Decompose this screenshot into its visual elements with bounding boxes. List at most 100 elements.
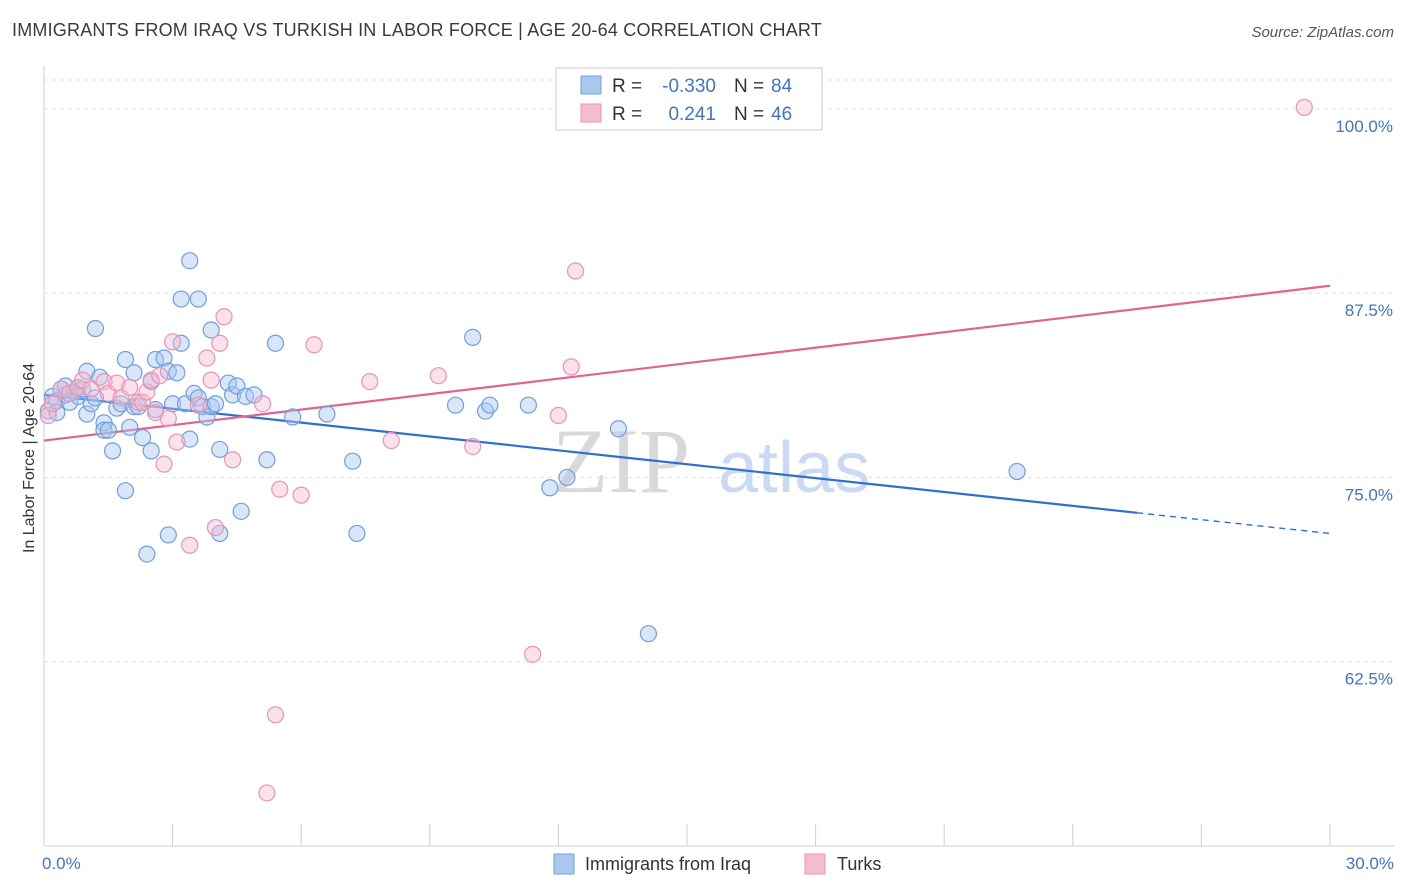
trend-line-turks — [43, 284, 1331, 442]
point-turks — [52, 380, 70, 398]
point-iraq — [155, 349, 173, 367]
point-iraq — [639, 625, 658, 643]
point-turks — [266, 706, 285, 724]
point-iraq — [481, 396, 499, 414]
y-tick-label: 75.0% — [1345, 485, 1393, 504]
point-iraq — [464, 328, 482, 346]
y-tick-label: 87.5% — [1345, 301, 1393, 320]
point-turks — [292, 486, 310, 504]
point-iraq — [181, 252, 199, 270]
point-iraq — [61, 393, 79, 411]
point-turks — [361, 373, 379, 391]
point-iraq — [172, 334, 190, 352]
legend-box: R = -0.330 N = 84 R = 0.241 N = 46 — [555, 67, 823, 131]
trend-layer — [43, 284, 1331, 535]
point-iraq — [159, 526, 177, 544]
points-layer — [39, 98, 1313, 802]
legend-swatch-turks — [580, 103, 602, 123]
point-turks — [566, 262, 585, 280]
x-tick-max: 30.0% — [1346, 854, 1394, 873]
legend-n-value-2: 46 — [771, 104, 792, 125]
point-turks — [202, 371, 220, 389]
legend-r-label-2: R = — [612, 104, 642, 125]
trend-line-iraq — [43, 393, 1138, 514]
point-iraq — [181, 430, 199, 448]
bottom-legend-label-iraq: Immigrants from Iraq — [585, 854, 751, 874]
point-iraq — [258, 451, 276, 469]
point-iraq — [116, 350, 135, 369]
x-tick-min: 0.0% — [42, 854, 81, 873]
point-iraq — [138, 545, 156, 563]
point-turks — [189, 396, 207, 414]
point-iraq — [86, 389, 105, 407]
point-turks — [305, 336, 323, 354]
point-iraq — [99, 421, 117, 439]
point-iraq — [344, 452, 362, 470]
point-turks — [73, 371, 92, 389]
point-iraq — [116, 482, 135, 500]
chart-source: Source: ZipAtlas.com — [1251, 24, 1394, 41]
point-iraq — [348, 524, 366, 543]
point-iraq — [224, 386, 242, 404]
point-iraq — [236, 387, 255, 405]
point-iraq — [172, 290, 190, 308]
point-iraq — [318, 405, 336, 423]
point-turks — [429, 367, 447, 385]
point-iraq — [609, 420, 628, 438]
point-iraq — [86, 319, 105, 338]
legend-n-value-1: 84 — [771, 76, 793, 97]
point-iraq — [133, 429, 152, 447]
point-turks — [82, 380, 100, 398]
point-iraq — [112, 395, 130, 413]
point-iraq — [95, 421, 113, 439]
point-turks — [258, 784, 276, 802]
point-iraq — [121, 418, 139, 436]
point-iraq — [245, 386, 263, 404]
legend-swatch-iraq — [580, 75, 602, 95]
point-turks — [224, 451, 242, 469]
point-turks — [562, 358, 580, 376]
y-tick-label: 62.5% — [1345, 670, 1393, 689]
point-turks — [215, 308, 233, 326]
point-turks — [168, 433, 186, 451]
point-iraq — [159, 362, 177, 380]
point-iraq — [189, 389, 207, 407]
point-iraq — [198, 408, 216, 426]
point-turks — [159, 409, 177, 428]
point-iraq — [232, 502, 250, 520]
y-tick-label: 100.0% — [1335, 117, 1393, 136]
point-turks — [164, 333, 182, 351]
legend-r-label-1: R = — [612, 76, 642, 97]
axis-layer: 100.0% 87.5% 75.0% 62.5% — [43, 66, 1394, 847]
point-iraq — [519, 396, 537, 414]
point-turks — [198, 349, 216, 367]
point-iraq — [142, 442, 160, 460]
bottom-legend-swatch-turks — [804, 853, 826, 875]
point-turks — [464, 437, 482, 456]
point-iraq — [558, 468, 576, 487]
legend-r-value-2: 0.241 — [668, 104, 716, 125]
point-iraq — [189, 290, 207, 308]
point-turks — [382, 431, 400, 450]
point-turks — [271, 480, 289, 498]
trend-line-iraq-dashed — [1137, 512, 1331, 535]
bottom-legend-label-turks: Turks — [837, 854, 881, 874]
point-turks — [155, 455, 173, 473]
point-iraq — [202, 321, 220, 339]
point-iraq — [103, 442, 122, 460]
point-turks — [142, 371, 160, 389]
point-iraq — [146, 350, 165, 369]
point-iraq — [206, 395, 225, 413]
point-iraq — [125, 364, 143, 382]
point-turks — [61, 384, 79, 402]
grid-layer — [44, 79, 1394, 663]
point-turks — [211, 334, 229, 352]
point-iraq — [446, 396, 465, 414]
point-turks — [1295, 98, 1313, 116]
point-turks — [254, 395, 272, 413]
point-turks — [151, 367, 169, 385]
point-iraq — [1008, 462, 1026, 481]
chart-title: IMMIGRANTS FROM IRAQ VS TURKISH IN LABOR… — [12, 20, 823, 40]
point-iraq — [266, 334, 285, 352]
